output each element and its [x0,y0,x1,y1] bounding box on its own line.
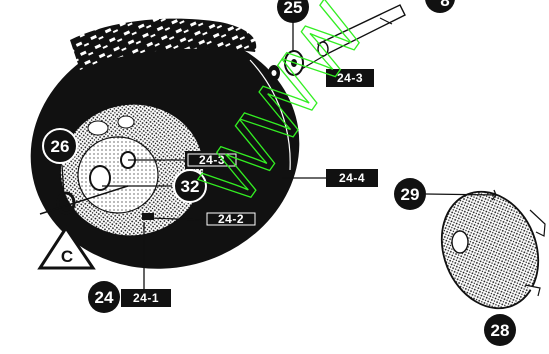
callout-24-number: 24 [95,288,114,307]
hub-cap [440,190,546,310]
callout-29-number: 29 [401,185,420,204]
label-axle-top: 24-3 [326,69,374,87]
warning-symbol: C [61,247,73,266]
callout-edge: 8 [425,0,455,13]
label-valve: 24-2 [204,210,258,228]
callout-25: 25 [277,0,309,23]
wheel-rim [59,103,205,237]
leader-lines [61,22,497,297]
callout-26-number: 26 [51,137,70,156]
axle-assembly [268,4,406,81]
callout-32: 32 [173,169,207,203]
label-hub-inner: 24-3 [185,151,239,169]
callout-28-number: 28 [491,321,510,340]
label-bottom-text: 24-1 [133,291,159,305]
label-tire-text: 24-4 [339,171,365,185]
callout-26: 26 [42,128,78,164]
label-bottom: 24-1 [121,289,171,307]
label-valve-text: 24-2 [218,212,244,226]
washer-26 [39,185,129,215]
callout-25-number: 25 [284,0,303,17]
label-tire: 24-4 [326,169,378,187]
callout-32-number: 32 [181,177,200,196]
callout-edge-number: 8 [440,0,449,10]
callout-24: 24 [88,281,120,313]
callout-28: 28 [484,314,516,346]
callout-29: 29 [394,178,426,210]
label-hub-inner-text: 24-3 [199,153,225,167]
label-axle-top-text: 24-3 [337,71,363,85]
warning-triangle: C [37,225,96,270]
